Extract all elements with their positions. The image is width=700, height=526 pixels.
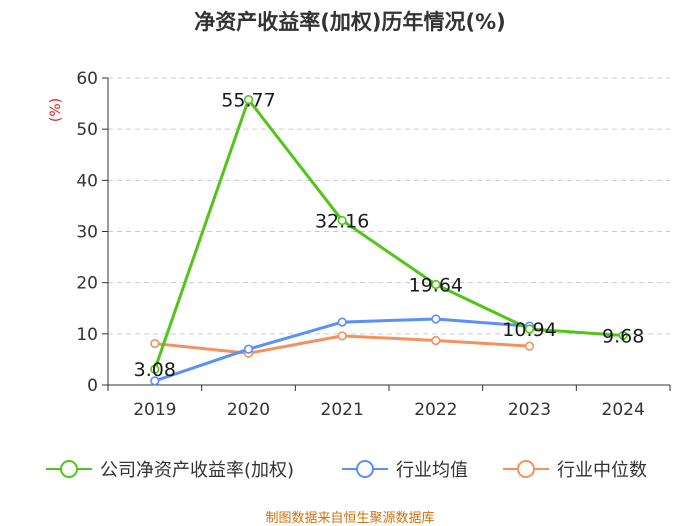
data-point-2 xyxy=(431,335,441,346)
data-point-0 xyxy=(618,330,628,341)
data-point-1 xyxy=(431,314,441,324)
x-tick-label: 2024 xyxy=(602,400,645,420)
legend-marker-icon xyxy=(503,460,549,478)
data-point-2 xyxy=(337,331,347,341)
legend-item-1[interactable]: 行业均值 xyxy=(340,456,468,482)
grid-layer xyxy=(108,77,670,335)
data-point-1 xyxy=(150,376,160,386)
legend: 公司净资产收益率(加权) 行业均值 行业中位数 xyxy=(0,456,700,482)
legend-item-0[interactable]: 公司净资产收益率(加权) xyxy=(44,456,294,482)
y-tick-label: 50 xyxy=(76,120,98,140)
x-tick-label: 2022 xyxy=(414,400,457,420)
data-label: 9.68 xyxy=(602,325,644,347)
x-tick-label: 2019 xyxy=(133,400,176,420)
legend-label: 行业均值 xyxy=(396,460,468,481)
data-label: 55.77 xyxy=(221,90,275,112)
data-point-0 xyxy=(243,95,254,105)
y-tick-label: 10 xyxy=(76,325,98,345)
data-point-0 xyxy=(431,279,441,290)
data-label: 10.94 xyxy=(502,319,556,341)
legend-item-2[interactable]: 行业中位数 xyxy=(501,456,647,482)
data-point-2 xyxy=(524,341,535,351)
x-tick-label: 2021 xyxy=(321,400,364,420)
source-note: 制图数据来自恒生聚源数据库 xyxy=(265,511,435,526)
data-label: 19.64 xyxy=(409,275,463,297)
legend-marker-icon xyxy=(342,460,388,478)
data-label: 3.08 xyxy=(134,359,176,381)
data-label: 32.16 xyxy=(315,210,369,232)
y-tick-label: 40 xyxy=(76,171,98,191)
y-tick-label: 20 xyxy=(76,274,98,294)
legend-marker-icon xyxy=(46,460,92,478)
data-point-2 xyxy=(150,338,160,349)
x-tick-label: 2023 xyxy=(508,400,551,420)
series-layer xyxy=(150,95,628,386)
y-axis-label: (%) xyxy=(48,98,64,122)
data-label-layer: 3.08 55.77 32.16 19.64 10.94 9.68 xyxy=(134,90,645,382)
legend-label: 行业中位数 xyxy=(557,460,647,481)
y-tick-label: 0 xyxy=(87,376,98,396)
axis-layer: 0 10 20 30 40 50 60 (%) 2019 2020 2021 2022 2023 2024 xyxy=(48,69,671,420)
y-tick-label: 60 xyxy=(76,69,98,89)
data-point-0 xyxy=(337,215,347,226)
legend-label: 公司净资产收益率(加权) xyxy=(100,460,295,481)
y-tick-label: 30 xyxy=(76,223,98,243)
series-line-0 xyxy=(153,98,624,370)
chart-title: 净资产收益率(加权)历年情况(%) xyxy=(194,10,506,34)
data-point-1 xyxy=(243,344,254,354)
x-tick-label: 2020 xyxy=(227,400,270,420)
data-point-0 xyxy=(524,324,535,334)
data-point-0 xyxy=(150,364,160,374)
data-point-1 xyxy=(337,317,347,327)
